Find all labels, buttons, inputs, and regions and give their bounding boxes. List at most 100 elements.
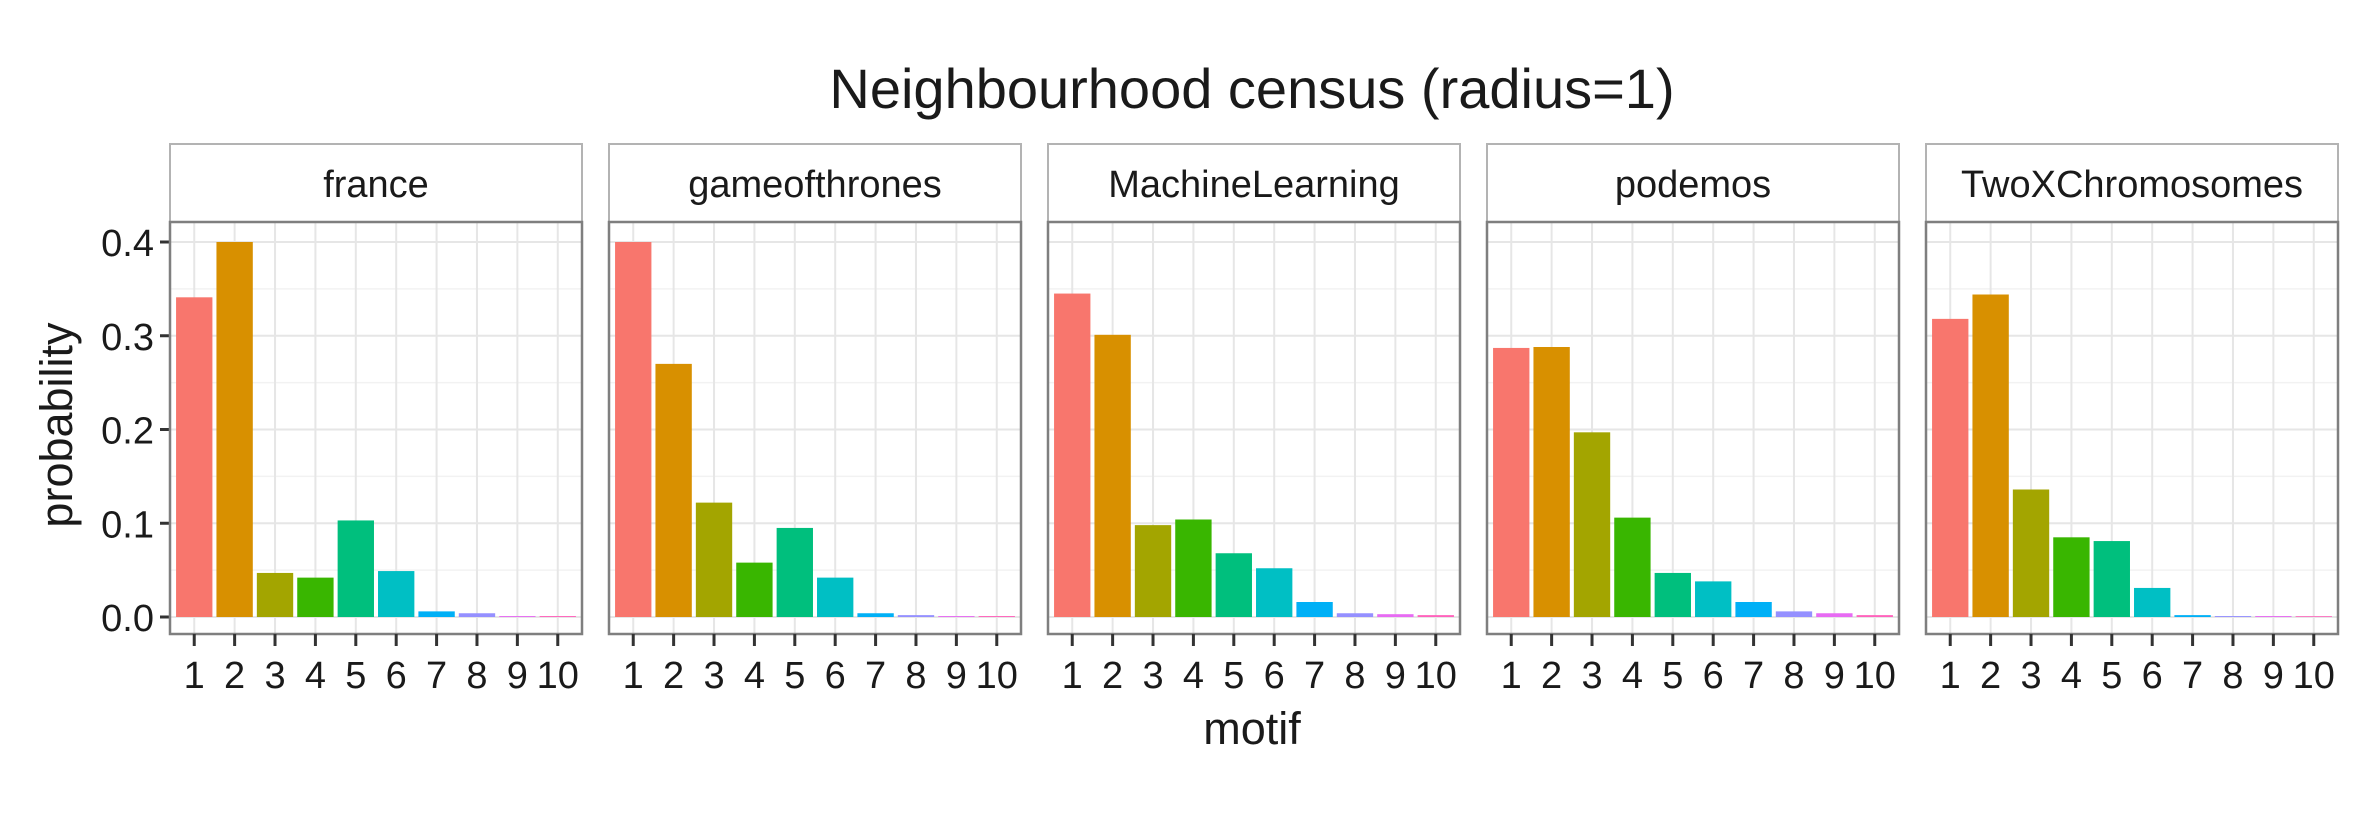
- x-tick-label: 6: [1703, 655, 1724, 697]
- x-tick-label: 3: [1581, 655, 1602, 697]
- x-tick-label: 10: [2293, 655, 2335, 697]
- x-tick-label: 7: [2182, 655, 2203, 697]
- x-tick-label: 4: [744, 655, 765, 697]
- y-axis-label: probability: [31, 322, 82, 528]
- panel-border: [168, 220, 584, 636]
- bar: [2093, 541, 2130, 617]
- bar: [1972, 294, 2009, 617]
- bar: [1654, 572, 1691, 617]
- panel-border: [1485, 220, 1901, 636]
- bar: [499, 616, 536, 617]
- x-tick-label: 8: [2222, 655, 2243, 697]
- x-tick-label: 2: [224, 655, 245, 697]
- x-tick-label: 3: [264, 655, 285, 697]
- x-tick-label: 1: [1501, 655, 1522, 697]
- bar: [1377, 614, 1414, 617]
- x-tick-label: 10: [1415, 655, 1457, 697]
- x-tick-label: 6: [2142, 655, 2163, 697]
- x-tick-label: 10: [537, 655, 579, 697]
- x-tick-label: 4: [1183, 655, 1204, 697]
- bar: [176, 297, 213, 617]
- x-tick-label: 4: [1622, 655, 1643, 697]
- x-tick-label: 5: [1223, 655, 1244, 697]
- bar: [337, 520, 374, 617]
- bar: [897, 615, 935, 617]
- bar: [1215, 553, 1252, 617]
- bar: [1816, 613, 1853, 617]
- x-tick-label: 2: [663, 655, 684, 697]
- bar: [2012, 489, 2050, 617]
- panel-border: [1046, 220, 1462, 636]
- y-tick-label: 0.1: [101, 504, 154, 546]
- facet-panel: france 1 2 3 4 5 6 7 8 9 10: [168, 143, 584, 697]
- bar: [1573, 432, 1611, 617]
- x-tick-label: 4: [2061, 655, 2082, 697]
- x-tick-label: 10: [976, 655, 1018, 697]
- facet-strip-label: gameofthrones: [688, 164, 942, 206]
- x-tick-label: 8: [466, 655, 487, 697]
- x-tick-label: 2: [1980, 655, 2001, 697]
- x-tick-label: 8: [1783, 655, 1804, 697]
- x-tick-label: 1: [623, 655, 644, 697]
- bar: [1493, 347, 1530, 617]
- bar: [378, 571, 415, 617]
- bar: [1856, 615, 1893, 617]
- bar: [2295, 616, 2332, 617]
- facet-strip-label: podemos: [1615, 164, 1771, 206]
- bar: [2255, 616, 2292, 617]
- bar: [695, 502, 733, 617]
- bar: [655, 363, 692, 617]
- bar: [1533, 347, 1570, 617]
- x-tick-label: 7: [1743, 655, 1764, 697]
- x-tick-label: 3: [703, 655, 724, 697]
- bar: [938, 616, 975, 617]
- facet-strip: [1925, 143, 2339, 223]
- facet-strip-label: MachineLearning: [1108, 164, 1400, 206]
- facet-strip: [1047, 143, 1461, 223]
- facet-strip: [1486, 143, 1900, 223]
- bar: [615, 242, 652, 617]
- x-tick-label: 5: [784, 655, 805, 697]
- bar: [1614, 517, 1651, 617]
- x-tick-label: 9: [1824, 655, 1845, 697]
- x-tick-label: 5: [345, 655, 366, 697]
- bar: [1336, 613, 1374, 617]
- panel-border: [607, 220, 1023, 636]
- bar: [1134, 525, 1172, 617]
- facet-strip: [169, 143, 583, 223]
- bar: [1175, 519, 1212, 617]
- bar: [736, 562, 773, 617]
- x-tick-label: 6: [825, 655, 846, 697]
- y-tick-label: 0.2: [101, 411, 154, 453]
- x-tick-label: 2: [1102, 655, 1123, 697]
- facet-panel: TwoXChromosomes 1 2 3 4 5 6 7 8 9 10: [1924, 143, 2340, 697]
- x-tick-label: 9: [2263, 655, 2284, 697]
- bar: [297, 577, 334, 617]
- bar: [776, 527, 813, 617]
- x-tick-label: 10: [1854, 655, 1896, 697]
- bar: [1256, 568, 1293, 617]
- bar: [539, 616, 576, 617]
- facet-panel: podemos 1 2 3 4 5 6 7 8 9 10: [1485, 143, 1901, 697]
- bar: [857, 613, 894, 617]
- bar: [458, 613, 496, 617]
- x-tick-label: 1: [1062, 655, 1083, 697]
- facet-strip-label: france: [323, 164, 429, 206]
- x-tick-label: 9: [946, 655, 967, 697]
- y-tick-label: 0.3: [101, 317, 154, 359]
- x-tick-label: 1: [1940, 655, 1961, 697]
- x-tick-label: 4: [305, 655, 326, 697]
- bar: [1296, 602, 1333, 617]
- bar: [1417, 615, 1454, 617]
- panel-border: [1924, 220, 2340, 636]
- bar: [2214, 616, 2252, 617]
- bar: [418, 611, 455, 617]
- bar: [817, 577, 854, 617]
- x-tick-label: 2: [1541, 655, 1562, 697]
- x-tick-label: 9: [507, 655, 528, 697]
- x-tick-label: 7: [865, 655, 886, 697]
- bar: [1775, 611, 1813, 617]
